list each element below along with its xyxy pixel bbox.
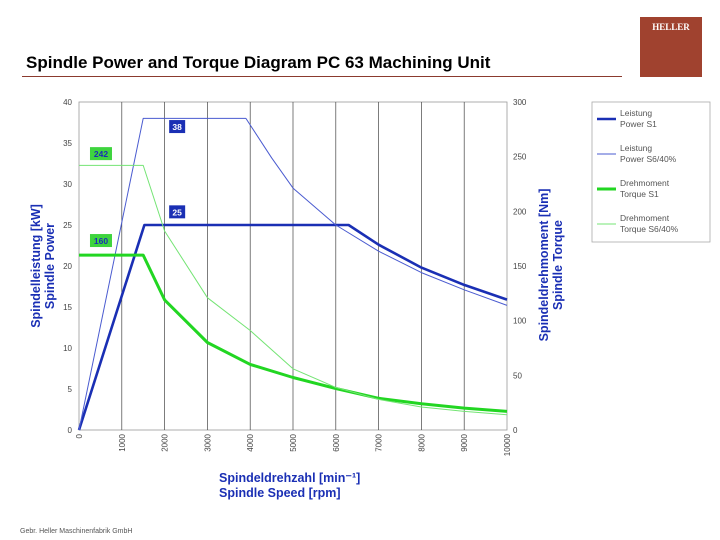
power-s1-line	[77, 223, 508, 431]
torque-s1-line	[79, 253, 508, 413]
legend-box	[591, 101, 711, 243]
legend-label: Leistung	[620, 108, 652, 118]
legend-label-sub: Power S6/40%	[620, 154, 677, 164]
y-left-tick-label: 30	[63, 180, 72, 189]
x-tick-label: 0	[75, 433, 84, 438]
x-tick-label: 5000	[289, 433, 298, 451]
heller-logo: HELLER	[640, 17, 702, 77]
x-axis-subtitle: Spindle Speed [rpm]	[219, 486, 341, 500]
legend-label-sub: Power S1	[620, 119, 657, 129]
legend-label: Leistung	[620, 143, 652, 153]
y-left-tick-label: 5	[68, 385, 73, 394]
legend-label-sub: Torque S6/40%	[620, 224, 679, 234]
y-left-tick-label: 40	[63, 98, 72, 107]
x-tick-label: 1000	[118, 433, 127, 451]
y-right-tick-label: 50	[513, 371, 522, 380]
y-left-tick-label: 35	[63, 139, 72, 148]
y-right-tick-label: 200	[513, 207, 527, 216]
y-left-axis-subtitle: Spindle Power	[43, 223, 57, 309]
y-right-tick-label: 0	[513, 426, 518, 435]
value-badge-label: 160	[94, 236, 108, 246]
y-left-tick-label: 15	[63, 303, 72, 312]
y-right-axis-title: Spindeldrehmoment [Nm]	[537, 189, 551, 342]
y-left-tick-label: 25	[63, 221, 72, 230]
torque-s6-line	[79, 164, 508, 416]
y-right-tick-label: 300	[513, 98, 527, 107]
power-s6-line	[78, 117, 508, 431]
x-tick-label: 10000	[503, 433, 512, 456]
legend-label: Drehmoment	[620, 178, 670, 188]
value-badge-label: 38	[172, 122, 182, 132]
x-tick-label: 4000	[246, 433, 255, 451]
slide-title: Spindle Power and Torque Diagram PC 63 M…	[26, 53, 491, 72]
title-divider	[22, 76, 622, 77]
y-right-axis-subtitle: Spindle Torque	[551, 220, 565, 310]
value-badge-label: 242	[94, 149, 108, 159]
value-badge	[89, 234, 112, 248]
y-left-axis-title: Spindelleistung [kW]	[29, 204, 43, 328]
x-tick-label: 2000	[161, 433, 170, 451]
value-badge	[89, 147, 112, 161]
x-axis-title: Spindeldrehzahl [min⁻¹]	[219, 471, 360, 485]
x-tick-label: 6000	[332, 433, 341, 451]
y-right-tick-label: 150	[513, 262, 527, 271]
y-left-tick-label: 20	[63, 262, 72, 271]
y-left-tick-label: 10	[63, 344, 72, 353]
x-tick-label: 9000	[460, 433, 469, 451]
value-badge-label: 25	[172, 207, 182, 217]
legend-label: Drehmoment	[620, 213, 670, 223]
value-badge	[169, 120, 186, 134]
x-tick-label: 7000	[375, 433, 384, 451]
y-right-tick-label: 100	[513, 317, 527, 326]
legend-label-sub: Torque S1	[620, 189, 659, 199]
y-right-tick-label: 250	[513, 153, 527, 162]
x-tick-label: 3000	[203, 433, 212, 451]
y-left-tick-label: 0	[68, 426, 73, 435]
value-badge	[169, 205, 186, 219]
footer-company: Gebr. Heller Maschinenfabrik GmbH	[20, 528, 133, 535]
x-tick-label: 8000	[417, 433, 426, 451]
